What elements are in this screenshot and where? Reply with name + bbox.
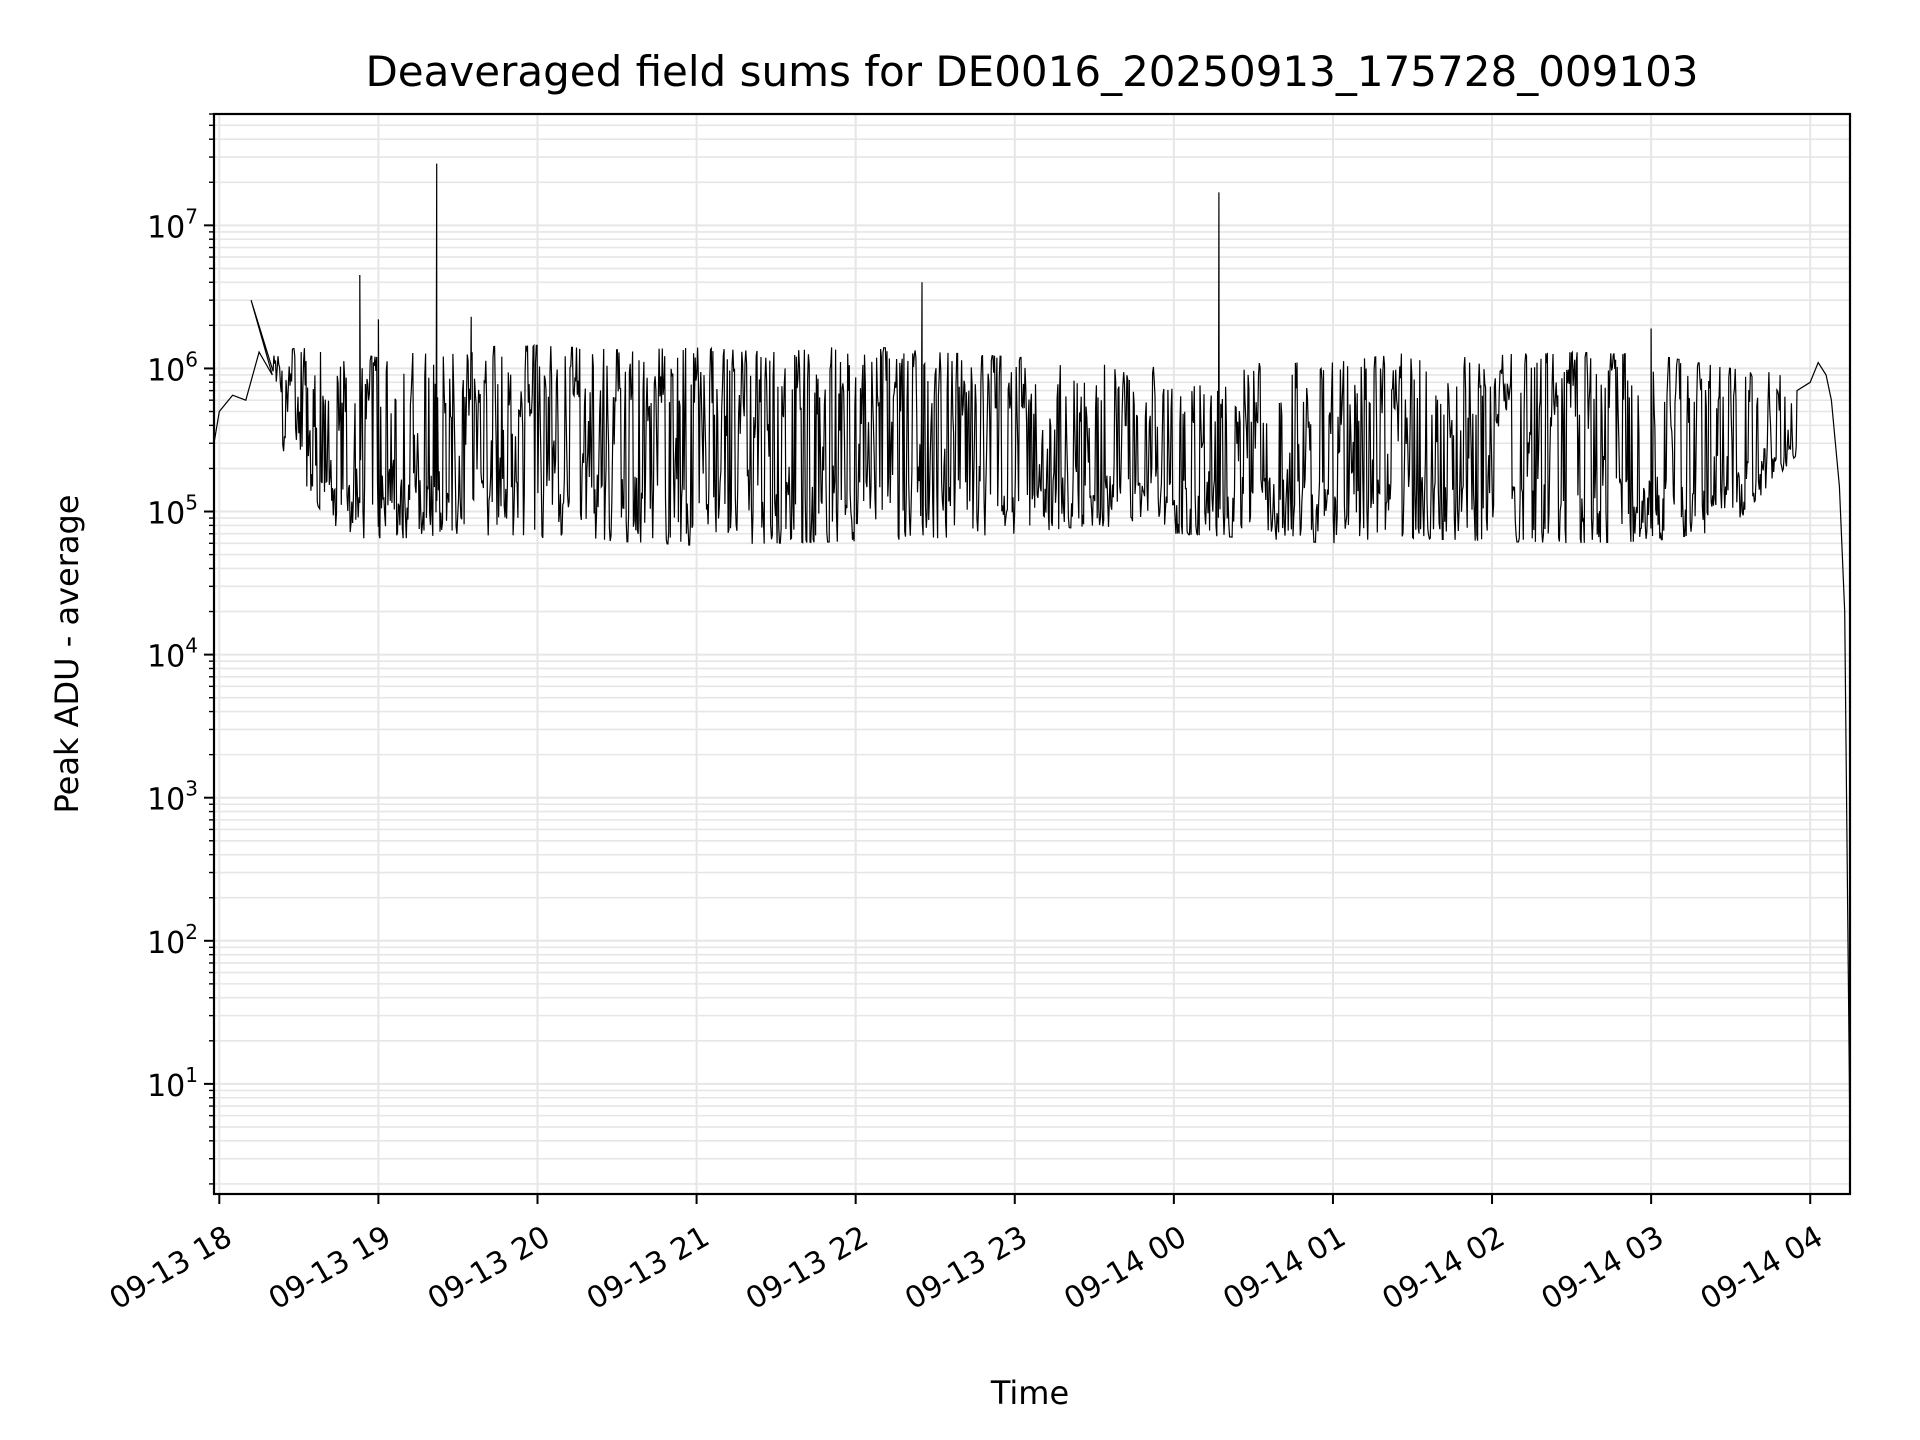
- y-tick-label: 107: [147, 204, 198, 245]
- y-tick-label: 104: [147, 634, 198, 675]
- series-path: [213, 163, 1851, 1145]
- x-axis-title: Time: [990, 1374, 1069, 1412]
- y-axis: 101 102 103 104 105 106 107: [147, 113, 214, 1185]
- y-tick-label: 105: [147, 491, 198, 532]
- y-tick-label: 103: [147, 777, 198, 818]
- y-tick-label: 106: [147, 347, 198, 388]
- y-tick-label: 101: [147, 1063, 198, 1104]
- y-axis-title: Peak ADU - average: [48, 495, 86, 814]
- y-tick-label: 102: [147, 920, 198, 961]
- series-line: [213, 163, 1851, 1145]
- chart-title: Deaveraged field sums for DE0016_2025091…: [365, 47, 1698, 96]
- grid: [214, 113, 1850, 1194]
